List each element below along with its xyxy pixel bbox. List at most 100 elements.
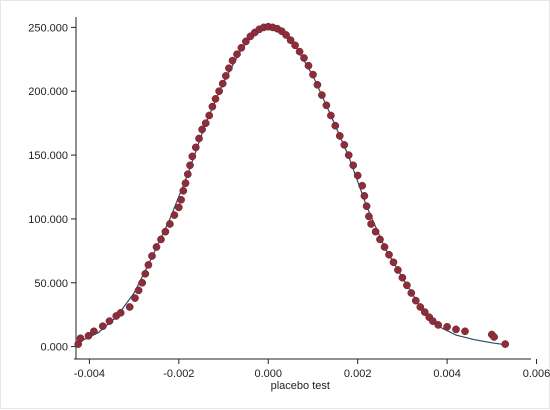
scatter-point — [365, 212, 373, 221]
scatter-point — [138, 278, 147, 287]
scatter-point — [105, 317, 114, 325]
scatter-point — [295, 47, 304, 56]
scatter-point — [327, 111, 335, 120]
y-tick-label: 250.000 — [28, 22, 68, 34]
scatter-point — [218, 79, 227, 88]
scatter-point — [349, 161, 358, 170]
scatter-point — [501, 340, 510, 348]
y-tick-label: 0.000 — [40, 342, 68, 354]
scatter-point — [205, 111, 214, 120]
y-tick-label: 100.000 — [28, 214, 68, 226]
x-tick-label: 0.006 — [523, 368, 550, 380]
scatter-point — [174, 203, 183, 212]
scatter-point — [166, 220, 174, 228]
scatter-point — [367, 220, 375, 228]
scatter-point — [389, 258, 398, 267]
scatter-point — [152, 243, 161, 251]
scatter-point — [313, 80, 322, 89]
scatter-point — [335, 132, 344, 140]
scatter-point — [371, 227, 380, 236]
scatter-point — [407, 289, 416, 297]
scatter-point — [286, 36, 295, 45]
scatter-point — [358, 181, 367, 190]
scatter-point — [228, 56, 237, 65]
scatter-point — [141, 269, 150, 278]
scatter-point — [183, 170, 192, 179]
scatter-point — [443, 322, 451, 331]
scatter-point — [398, 273, 407, 282]
scatter-point — [353, 171, 362, 180]
scatter-point — [179, 186, 188, 195]
x-axis-title: placebo test — [271, 380, 330, 392]
scatter-point — [201, 119, 210, 128]
scatter-point — [434, 321, 443, 329]
scatter-point — [420, 308, 429, 316]
scatter-point — [84, 331, 93, 340]
scatter-point — [362, 202, 371, 211]
scatter-point — [208, 102, 217, 111]
scatter-point — [461, 327, 469, 336]
scatter-point — [186, 161, 194, 170]
scatter-point — [403, 281, 411, 290]
scatter-point — [90, 327, 98, 336]
scatter-point — [376, 235, 384, 244]
scatter-point — [98, 322, 107, 331]
scatter-point — [134, 286, 143, 295]
fitted-line-layer — [75, 26, 506, 346]
scatter-point — [177, 195, 185, 204]
scatter-point — [215, 87, 223, 96]
scatter-point — [282, 31, 290, 39]
x-tick-label: 0.002 — [344, 368, 372, 380]
scatter-point — [76, 334, 85, 343]
scatter-point — [144, 261, 153, 269]
scatter-point — [490, 333, 498, 341]
fitted-curve-line — [75, 26, 506, 346]
scatter-point — [116, 308, 125, 317]
scatter-point — [428, 317, 437, 325]
scatter-point — [157, 235, 165, 244]
scatter-point — [411, 296, 420, 305]
scatter-point — [191, 143, 200, 152]
scatter-point — [394, 266, 402, 274]
scatter-point — [211, 95, 220, 103]
scatter-point — [322, 101, 331, 110]
scatter-point — [131, 294, 139, 302]
scatter-point — [221, 72, 230, 80]
scatter-point — [385, 250, 393, 259]
scatter-point — [344, 151, 353, 159]
scatter-point — [195, 134, 203, 143]
scatter-point — [380, 243, 389, 251]
scatter-point — [309, 70, 317, 79]
y-tick-label: 150.000 — [28, 150, 68, 162]
scatter-point — [300, 54, 308, 62]
scatter-point — [170, 211, 179, 219]
axes-group: 0.000 50.000 100.000 150.000 200.000 250.000 -… — [28, 17, 550, 380]
y-tick-label: 200.000 — [28, 86, 68, 98]
scatter-point — [233, 50, 241, 59]
scatter-point — [125, 303, 134, 311]
scatter-point — [198, 125, 206, 134]
scatter-point — [360, 192, 369, 200]
scatter-point — [452, 325, 460, 334]
x-tick-label: -0.002 — [163, 368, 194, 380]
x-tick-label: 0.004 — [433, 368, 461, 380]
x-tick-label: -0.004 — [74, 368, 105, 380]
scatter-point — [318, 91, 326, 99]
x-tick-label: 0.000 — [254, 368, 282, 380]
scatter-point — [188, 152, 197, 161]
scatter-point — [181, 179, 190, 188]
scatter-point — [148, 252, 156, 260]
scatter-point — [237, 43, 246, 52]
scatter-point — [161, 227, 170, 236]
points-layer — [74, 22, 510, 348]
scatter-point — [225, 64, 233, 73]
scatter-point — [304, 61, 313, 70]
scatter-point — [331, 121, 340, 130]
scatter-point — [291, 41, 299, 50]
scatter-point — [416, 303, 425, 311]
scatter-point — [340, 141, 349, 149]
y-tick-label: 50.000 — [34, 278, 68, 290]
scatter-point — [242, 37, 250, 46]
